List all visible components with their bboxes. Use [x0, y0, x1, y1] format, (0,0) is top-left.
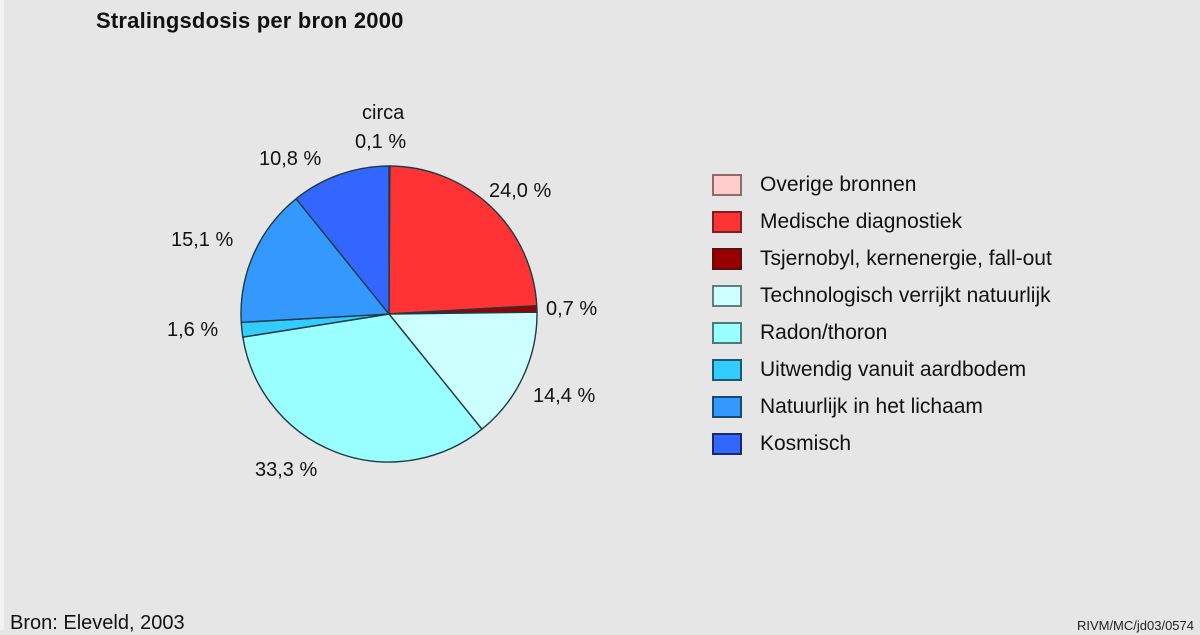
swatch-uitwendig: [712, 358, 742, 381]
swatch-radon: [712, 321, 742, 344]
legend-item-overige: Overige bronnen: [712, 166, 1052, 203]
pie-slice-4: [388, 311, 538, 430]
legend-item-kosmisch: Kosmisch: [712, 425, 1052, 462]
label-medische: 24,0 %: [489, 180, 552, 202]
legend-label: Technologisch verrijkt natuurlijk: [760, 283, 1051, 307]
source-note: Bron: Eleveld, 2003: [10, 612, 185, 634]
legend-label: Overige bronnen: [760, 172, 917, 196]
label-technologisch: 14,4 %: [533, 385, 596, 407]
legend-item-radon: Radon/thoron: [712, 314, 1052, 351]
pie-slice-7: [240, 198, 390, 324]
label-tsjernobyl: 0,7 %: [546, 298, 598, 320]
label-natuurlijk: 15,1 %: [171, 229, 234, 251]
legend-label: Radon/thoron: [760, 320, 888, 344]
left-border: [0, 0, 4, 630]
swatch-medische: [712, 210, 742, 233]
swatch-tsjernobyl: [712, 247, 742, 270]
label-uitwendig: 1,6 %: [167, 319, 219, 341]
label-overige-line1: circa: [362, 102, 405, 124]
label-radon: 33,3 %: [255, 459, 318, 481]
chart-title: Stralingsdosis per bron 2000: [96, 8, 404, 33]
legend-label: Natuurlijk in het lichaam: [760, 394, 983, 418]
swatch-kosmisch: [712, 432, 742, 455]
swatch-natuurlijk: [712, 395, 742, 418]
pie-slice-2: [388, 165, 538, 315]
legend-item-medische: Medische diagnostiek: [712, 203, 1052, 240]
legend-item-natuurlijk: Natuurlijk in het lichaam: [712, 388, 1052, 425]
legend-label: Kosmisch: [760, 431, 852, 455]
pie-slice-8: [295, 165, 390, 315]
legend-item-uitwendig: Uitwendig vanuit aardbodem: [712, 351, 1052, 388]
pie-slice-5: [242, 313, 483, 463]
swatch-technologisch: [712, 284, 742, 307]
legend-label: Tsjernobyl, kernenergie, fall-out: [760, 246, 1052, 270]
legend-label: Medische diagnostiek: [760, 209, 962, 233]
legend-item-tsjernobyl: Tsjernobyl, kernenergie, fall-out: [712, 240, 1052, 277]
legend-item-technologisch: Technologisch verrijkt natuurlijk: [712, 277, 1052, 314]
legend: Overige bronnen Medische diagnostiek Tsj…: [712, 166, 1052, 462]
label-kosmisch: 10,8 %: [259, 148, 322, 170]
figure-code: RIVM/MC/jd03/0574: [1076, 618, 1194, 633]
swatch-overige: [712, 173, 742, 196]
legend-label: Uitwendig vanuit aardbodem: [760, 357, 1027, 381]
label-overige-line2: 0,1 %: [355, 131, 407, 153]
